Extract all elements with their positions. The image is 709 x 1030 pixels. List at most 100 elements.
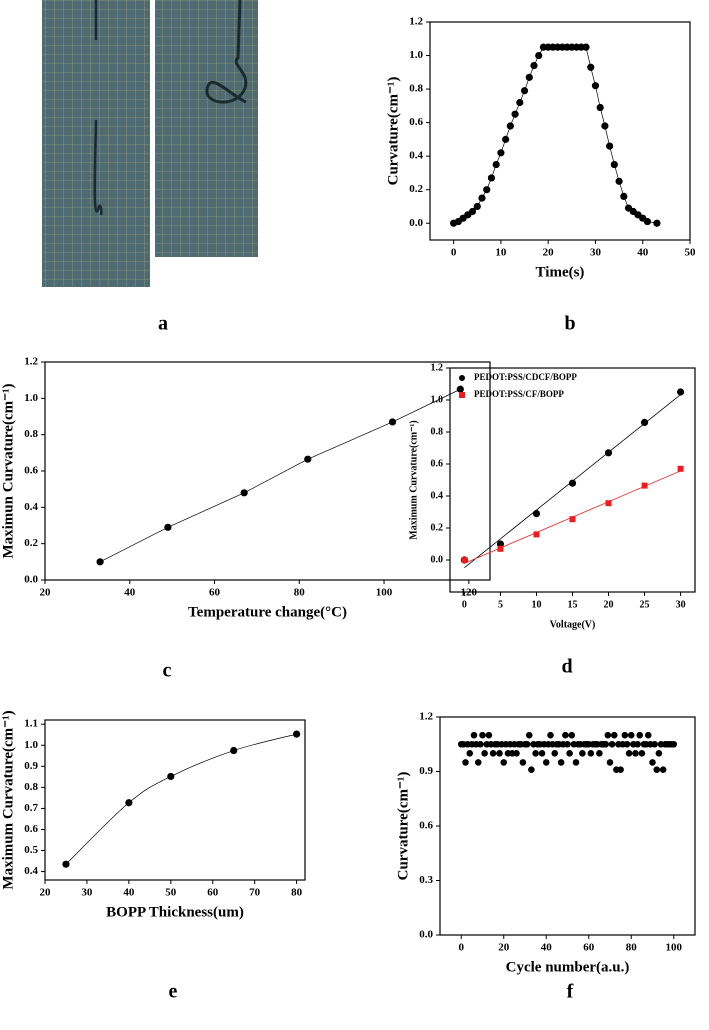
marker [164, 523, 172, 531]
y-axis-title: Maximun Curvature(cm⁻¹) [0, 383, 16, 558]
x-tick-label: 40 [541, 942, 553, 954]
plot-frame [44, 719, 306, 881]
y-axis-title: Maximum Curvature(cm⁻¹) [408, 420, 419, 539]
marker [479, 731, 486, 739]
marker [528, 766, 535, 773]
marker [485, 731, 493, 739]
marker [610, 160, 618, 169]
plot-frame [429, 21, 691, 241]
plot-frame [439, 716, 696, 936]
marker [653, 219, 661, 227]
y-tick-label: 0.8 [24, 781, 38, 793]
marker [304, 455, 312, 463]
x-tick-label: 25 [640, 599, 650, 610]
marker [644, 731, 652, 739]
marker [530, 62, 538, 70]
marker [511, 110, 519, 118]
marker [502, 135, 510, 143]
photo-right [155, 0, 258, 257]
x-tick-label: 100 [376, 587, 393, 599]
y-tick-label: 1.2 [431, 362, 444, 373]
x-tick-label: 20 [604, 599, 614, 610]
marker [481, 750, 488, 757]
x-tick-label: 30 [590, 247, 602, 259]
marker [516, 98, 524, 107]
x-axis-title: BOPP Thickness(um) [106, 904, 244, 920]
panel-label: d [561, 656, 572, 678]
y-tick-label: 0.2 [431, 522, 444, 533]
marker [533, 531, 540, 538]
y-tick-label: 0.9 [419, 765, 433, 777]
y-tick-label: 1.2 [419, 711, 433, 723]
legend-label: PEDOT:PSS/CF/BOPP [474, 389, 564, 399]
marker [96, 558, 104, 566]
marker [474, 759, 482, 766]
x-tick-label: 0 [459, 942, 465, 954]
marker [62, 860, 70, 868]
x-tick-label: 20 [543, 247, 555, 259]
x-tick-label: 20 [40, 587, 52, 599]
panel-label: f [567, 981, 574, 1003]
x-tick-label: 10 [495, 247, 507, 259]
marker [466, 750, 474, 757]
marker [610, 731, 618, 739]
marker [606, 142, 614, 150]
marker [525, 73, 533, 81]
marker [582, 43, 590, 51]
marker [596, 103, 604, 112]
y-tick-label: 0.0 [409, 217, 423, 229]
marker [240, 489, 248, 497]
y-tick-label: 0.8 [409, 83, 423, 95]
marker [587, 63, 595, 71]
marker [497, 545, 504, 552]
marker [523, 740, 531, 748]
marker [525, 731, 533, 739]
y-tick-label: 0.6 [24, 465, 38, 477]
marker [388, 418, 397, 426]
marker [506, 122, 514, 130]
x-tick-label: 0 [451, 247, 457, 259]
y-tick-label: 0.6 [24, 823, 38, 835]
x-tick-label: 0 [462, 599, 467, 610]
marker [532, 509, 541, 518]
x-tick-label: 20 [40, 887, 52, 899]
marker [462, 759, 469, 766]
y-axis-title: Curvature(cm⁻¹) [385, 77, 401, 186]
x-tick-label: 5 [498, 599, 503, 610]
y-tick-label: 1.0 [24, 392, 38, 404]
x-tick-label: 100 [666, 942, 683, 954]
y-tick-label: 0.9 [24, 760, 38, 772]
marker [608, 740, 616, 748]
x-tick-label: 15 [568, 599, 578, 610]
marker [634, 740, 641, 748]
marker [617, 766, 624, 773]
marker [605, 500, 612, 507]
marker [532, 750, 539, 757]
marker [655, 750, 663, 757]
marker [638, 750, 646, 757]
photo [42, 0, 258, 287]
marker [538, 750, 546, 757]
marker [478, 194, 486, 202]
marker [604, 449, 613, 457]
x-tick-label: 50 [165, 887, 177, 899]
marker [456, 385, 464, 393]
y-tick-label: 0.6 [431, 458, 444, 469]
strip-curled [205, 0, 248, 104]
marker [468, 207, 477, 216]
marker [601, 122, 609, 130]
x-tick-label: 40 [123, 887, 135, 899]
marker [500, 759, 508, 766]
smooth-curve [65, 733, 297, 865]
marker [562, 731, 569, 739]
x-tick-label: 20 [498, 942, 510, 954]
marker [627, 731, 635, 739]
marker [535, 51, 543, 60]
y-tick-label: 0.4 [24, 501, 38, 513]
marker [640, 418, 649, 426]
marker [542, 759, 550, 766]
y-tick-label: 0.4 [431, 490, 444, 501]
marker [564, 740, 571, 748]
marker [615, 177, 623, 185]
marker [602, 740, 610, 748]
